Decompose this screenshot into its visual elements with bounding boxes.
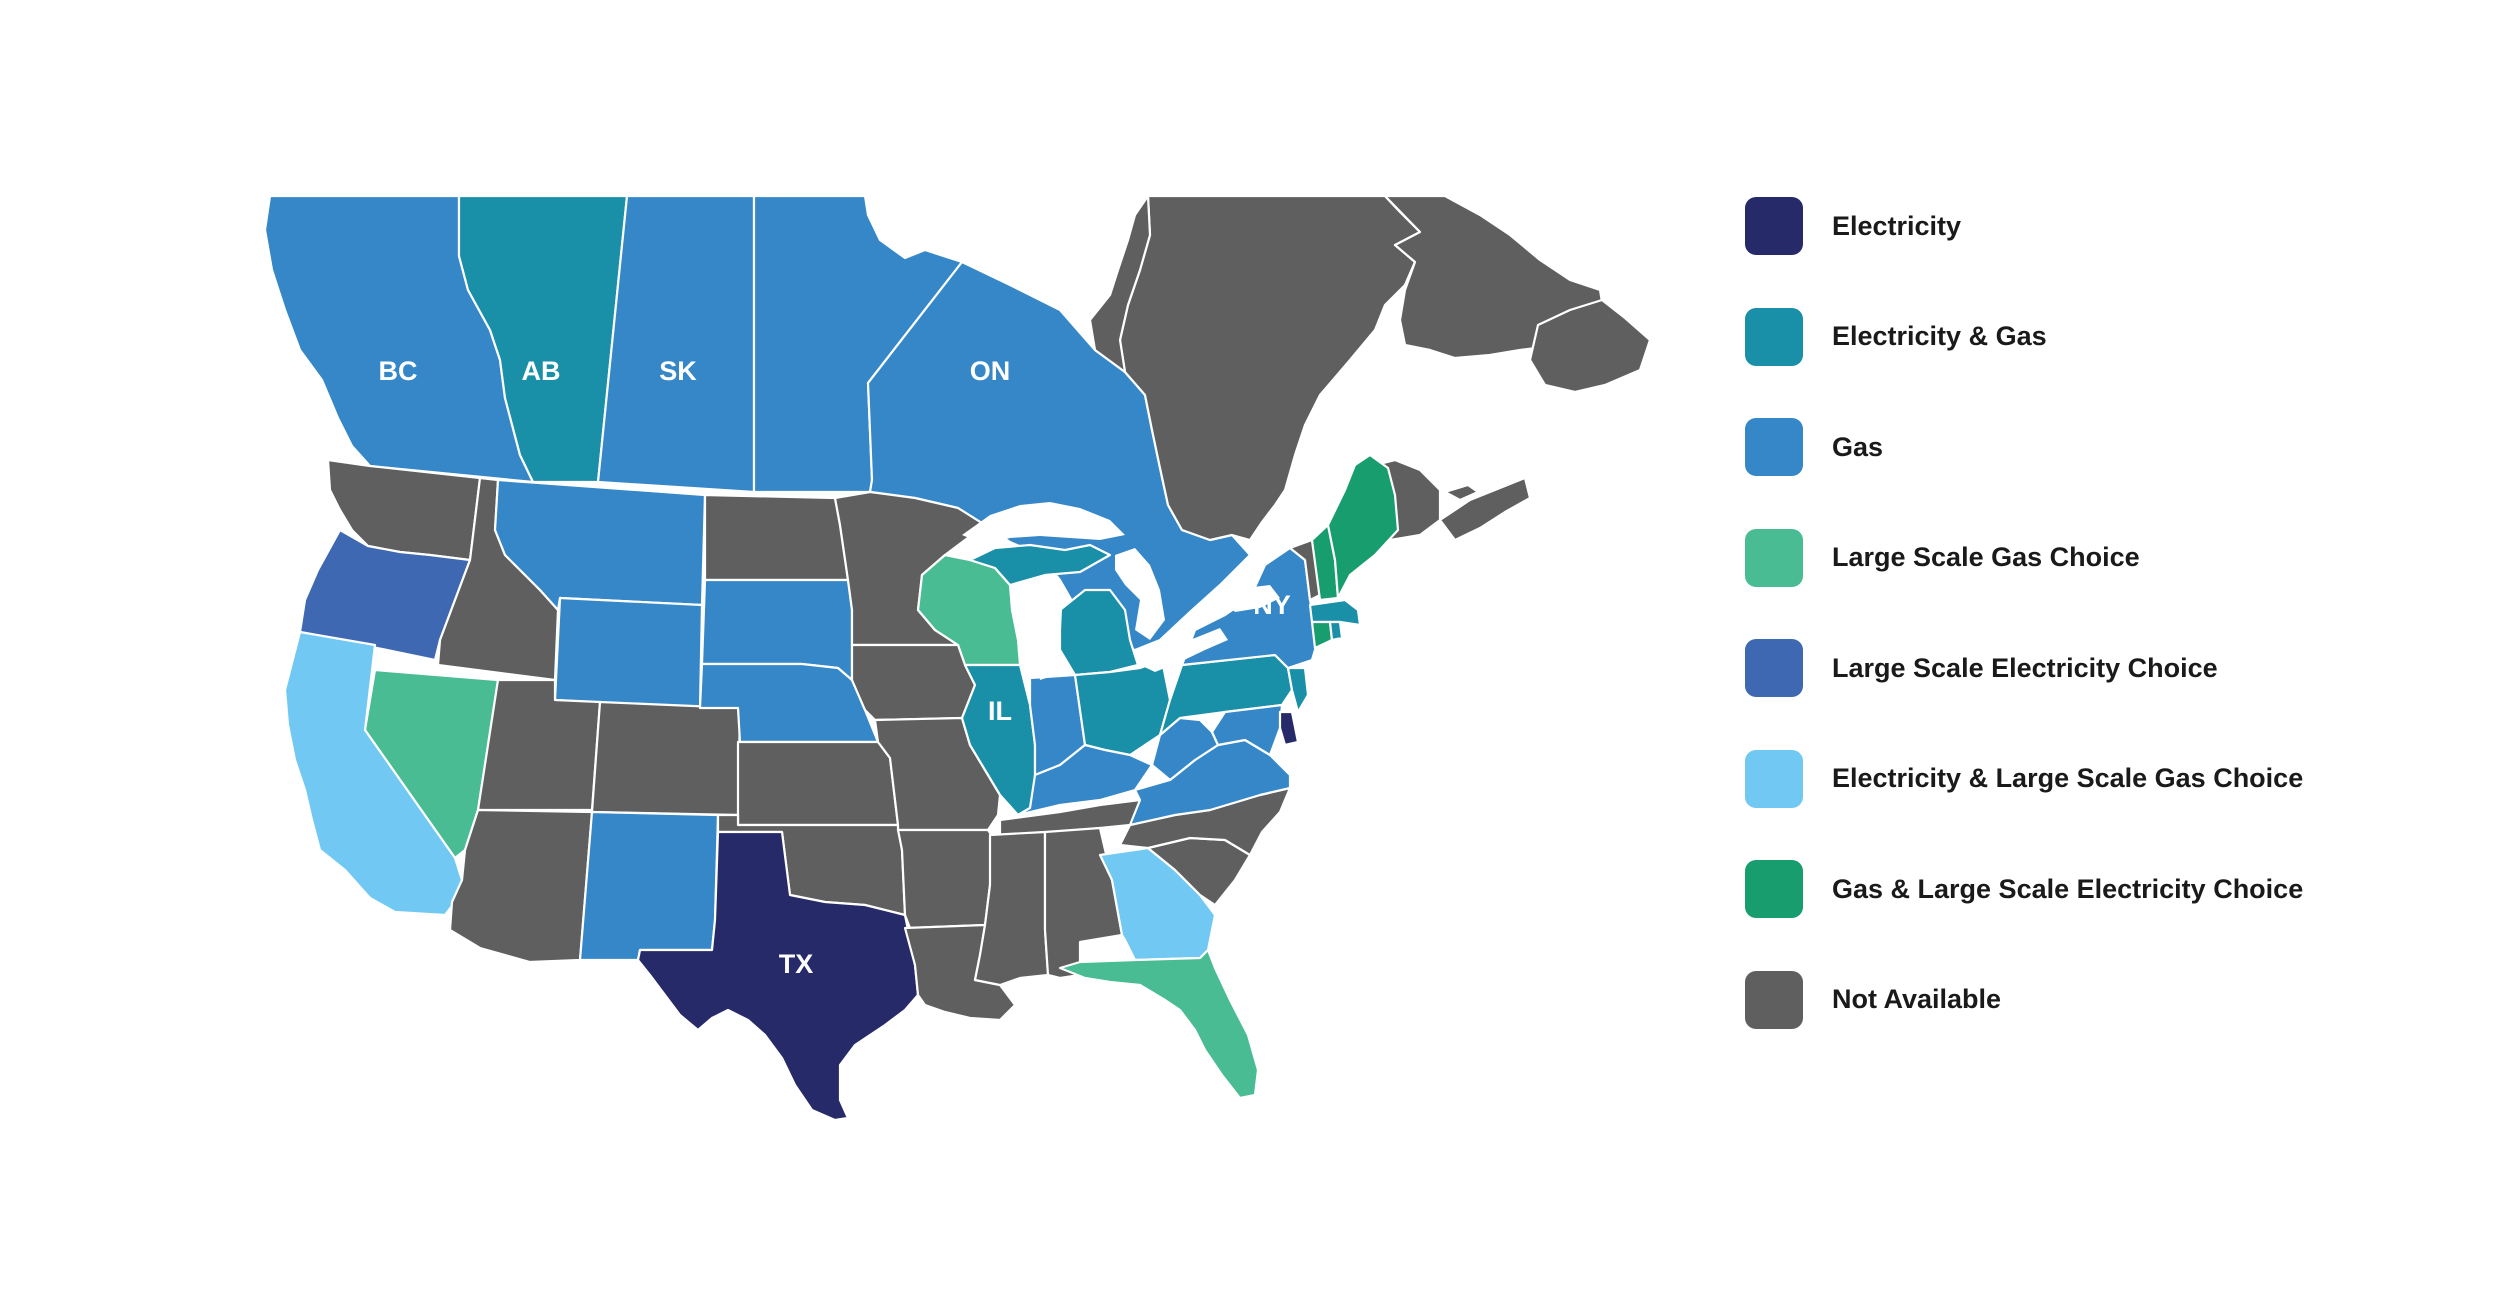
region-ct	[1310, 620, 1334, 650]
legend-swatch	[1745, 197, 1803, 255]
legend-swatch	[1745, 749, 1803, 808]
region-co	[590, 700, 742, 817]
region-mi	[1058, 588, 1140, 677]
legend-item: Gas	[1745, 417, 1883, 477]
region-vt	[1288, 538, 1322, 602]
region-oh	[1073, 658, 1172, 757]
legend-label: Electricity	[1832, 210, 1962, 241]
map-label-il: IL	[988, 696, 1012, 726]
map-label-sk: SK	[659, 356, 697, 386]
legend-item: Gas & Large Scale Electricity Choice	[1745, 859, 2303, 919]
region-newfoundland	[1528, 298, 1652, 394]
region-labrador	[1383, 194, 1607, 360]
legend-swatch	[1745, 418, 1803, 476]
region-de	[1278, 710, 1300, 747]
lake-superior	[962, 502, 1125, 545]
region-pei	[1443, 483, 1480, 502]
region-wy	[553, 596, 704, 710]
region-ri	[1328, 620, 1344, 642]
region-mi-up	[968, 543, 1112, 587]
region-fl	[1058, 948, 1260, 1100]
legend-swatch	[1745, 970, 1803, 1029]
region-ky	[1016, 743, 1154, 817]
legend-item: Electricity	[1745, 196, 1961, 256]
legend-swatch	[1745, 639, 1803, 697]
legend-item: Electricity & Gas	[1745, 307, 2047, 367]
legend-item: Large Scale Electricity Choice	[1745, 638, 2218, 698]
legend-label: Electricity & Gas	[1832, 321, 2047, 351]
region-ar	[896, 828, 1000, 930]
region-ks	[736, 740, 900, 827]
region-md	[1210, 703, 1284, 757]
region-az	[448, 808, 594, 964]
lake-michigan	[1035, 580, 1062, 680]
legend-swatch	[1745, 307, 1803, 366]
legend-label: Large Scale Gas Choice	[1832, 542, 2140, 572]
region-sk	[596, 194, 756, 494]
region-nd	[703, 493, 850, 582]
region-ia	[850, 643, 977, 722]
map-label-ab: AB	[522, 356, 561, 386]
legend-item: Not Available	[1745, 970, 2001, 1030]
region-ca	[283, 630, 464, 917]
region-al	[1043, 826, 1124, 980]
legend-item: Electricity & Large Scale Gas Choice	[1745, 749, 2303, 809]
map-label-on: ON	[970, 356, 1011, 386]
region-ne	[698, 662, 880, 744]
lake-huron	[1115, 548, 1165, 640]
map-label-bc: BC	[379, 356, 418, 386]
region-hudson-shore	[1088, 194, 1152, 374]
map-label-ny: NY	[1253, 590, 1291, 620]
legend-swatch	[1745, 528, 1803, 587]
region-mt	[493, 478, 707, 612]
region-mb	[752, 194, 964, 494]
legend-label: Large Scale Electricity Choice	[1832, 652, 2218, 683]
lake-erie	[1140, 628, 1228, 672]
legend-label: Gas & Large Scale Electricity Choice	[1832, 873, 2304, 904]
region-ns	[1438, 476, 1532, 542]
legend-label: Not Available	[1832, 984, 2002, 1014]
legend-label: Gas	[1832, 431, 1884, 462]
region-nj	[1286, 666, 1310, 714]
legend-swatch	[1745, 860, 1803, 918]
lake-ontario	[1220, 585, 1280, 612]
map-label-tx: TX	[779, 949, 814, 979]
region-me	[1326, 453, 1400, 600]
legend-item: Large Scale Gas Choice	[1745, 528, 2140, 588]
legend-label: Electricity & Large Scale Gas Choice	[1832, 763, 2304, 793]
region-nm	[578, 810, 720, 962]
